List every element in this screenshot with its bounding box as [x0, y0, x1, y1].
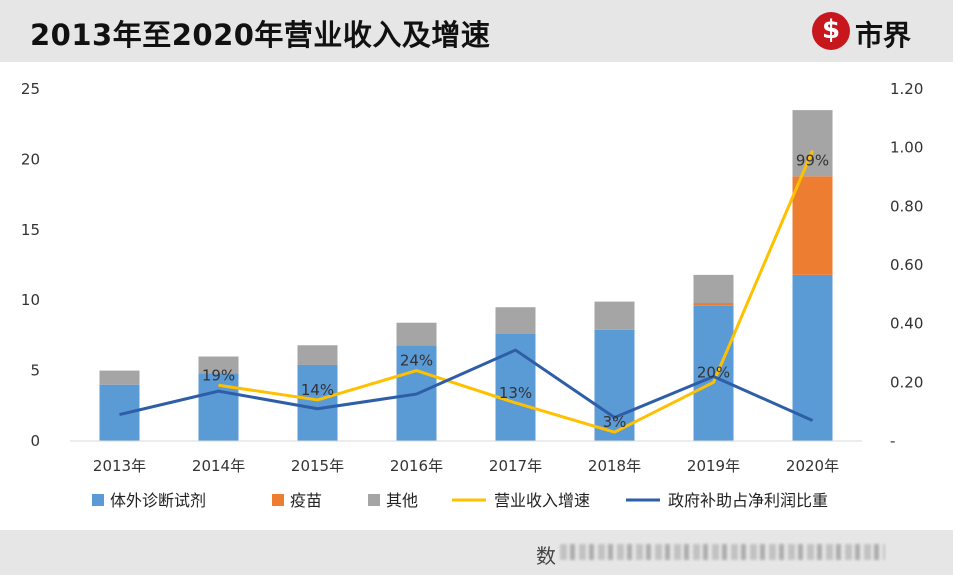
data-labels: 19% 14% 24% 13% 3% 20% 99% — [202, 152, 829, 432]
left-axis-tick-label: 10 — [21, 291, 40, 309]
left-axis-tick-label: 25 — [21, 80, 40, 98]
bar-segment — [693, 305, 734, 441]
growth-data-label: 14% — [301, 381, 334, 399]
left-axis-tick-label: 20 — [21, 150, 40, 168]
legend-swatch — [368, 494, 380, 506]
x-axis-tick-label: 2016年 — [390, 457, 443, 475]
right-axis-tick-label: 0.40 — [890, 315, 923, 333]
left-axis-tick-label: 5 — [30, 362, 40, 380]
logo-text: 市界 — [855, 19, 912, 52]
growth-data-label: 24% — [400, 352, 433, 370]
bar-segment — [99, 370, 140, 385]
bar-segment — [297, 345, 338, 365]
footer-bar: 数 — [0, 530, 953, 575]
x-axis-tick-label: 2014年 — [192, 457, 245, 475]
right-axis-tick-label: 1.00 — [890, 139, 923, 157]
legend-label: 营业收入增速 — [494, 491, 590, 510]
legend-swatch — [92, 494, 104, 506]
x-axis-tick-label: 2017年 — [489, 457, 542, 475]
line-series — [119, 150, 814, 434]
source-note: 数 — [536, 544, 556, 568]
bar-segment — [297, 364, 338, 441]
bar-segment — [792, 176, 833, 275]
bar-segment — [198, 356, 239, 374]
bar-segment — [594, 301, 635, 330]
series-line — [119, 348, 814, 422]
bar-segment — [693, 303, 734, 306]
x-axis-ticks: 2013年 2014年 2015年 2016年 2017年 2018年 2019年 2020年 — [93, 457, 839, 475]
x-axis-tick-label: 2015年 — [291, 457, 344, 475]
x-axis-tick-label: 2019年 — [687, 457, 740, 475]
chart-title: 2013年至2020年营业收入及增速 — [30, 18, 491, 52]
header-bar: 2013年至2020年营业收入及增速 $ 市界 — [0, 0, 953, 62]
series-line — [218, 150, 814, 434]
legend-label: 政府补助占净利润比重 — [668, 491, 828, 510]
bar-segment — [99, 384, 140, 441]
right-axis-tick-label: 0.80 — [890, 197, 923, 215]
x-axis-tick-label: 2020年 — [786, 457, 839, 475]
bar-segment — [495, 307, 536, 334]
brand-logo: $ 市界 — [812, 12, 942, 52]
right-axis-ticks: - 0.20 0.40 0.60 0.80 1.00 1.20 — [890, 80, 923, 450]
left-axis-tick-label: 15 — [21, 221, 40, 239]
blurred-source-text — [560, 544, 885, 560]
growth-data-label: 19% — [202, 366, 235, 384]
right-axis-tick-label: 1.20 — [890, 80, 923, 98]
bar-series — [99, 110, 833, 441]
growth-data-label: 3% — [603, 413, 627, 431]
logo-mark-icon: $ — [812, 12, 850, 50]
bar-segment — [198, 373, 239, 441]
chart-canvas: 0 5 10 15 20 25 - 0.20 0.40 0.60 0.80 1.00 1.20 19%… — [21, 80, 924, 510]
growth-data-label: 13% — [499, 384, 532, 402]
right-axis-tick-label: 0.20 — [890, 373, 923, 391]
legend-label: 其他 — [386, 491, 418, 510]
left-axis-tick-label: 0 — [30, 432, 40, 450]
left-axis-ticks: 0 5 10 15 20 25 — [21, 80, 40, 450]
bar-segment — [396, 322, 437, 346]
legend: 体外诊断试剂 疫苗 其他 营业收入增速 政府补助占净利润比重 — [92, 491, 828, 510]
legend-swatch — [272, 494, 284, 506]
bar-segment — [594, 329, 635, 441]
legend-label: 体外诊断试剂 — [110, 491, 206, 510]
x-axis-tick-label: 2018年 — [588, 457, 641, 475]
legend-label: 疫苗 — [290, 491, 322, 510]
logo-mark-glyph: $ — [821, 15, 841, 45]
growth-data-label: 20% — [697, 363, 730, 381]
bar-segment — [792, 274, 833, 441]
right-axis-tick-label: - — [890, 432, 895, 450]
x-axis-tick-label: 2013年 — [93, 457, 146, 475]
bar-segment — [693, 274, 734, 304]
growth-data-label: 99% — [796, 152, 829, 170]
right-axis-tick-label: 0.60 — [890, 256, 923, 274]
bar-segment — [792, 110, 833, 177]
